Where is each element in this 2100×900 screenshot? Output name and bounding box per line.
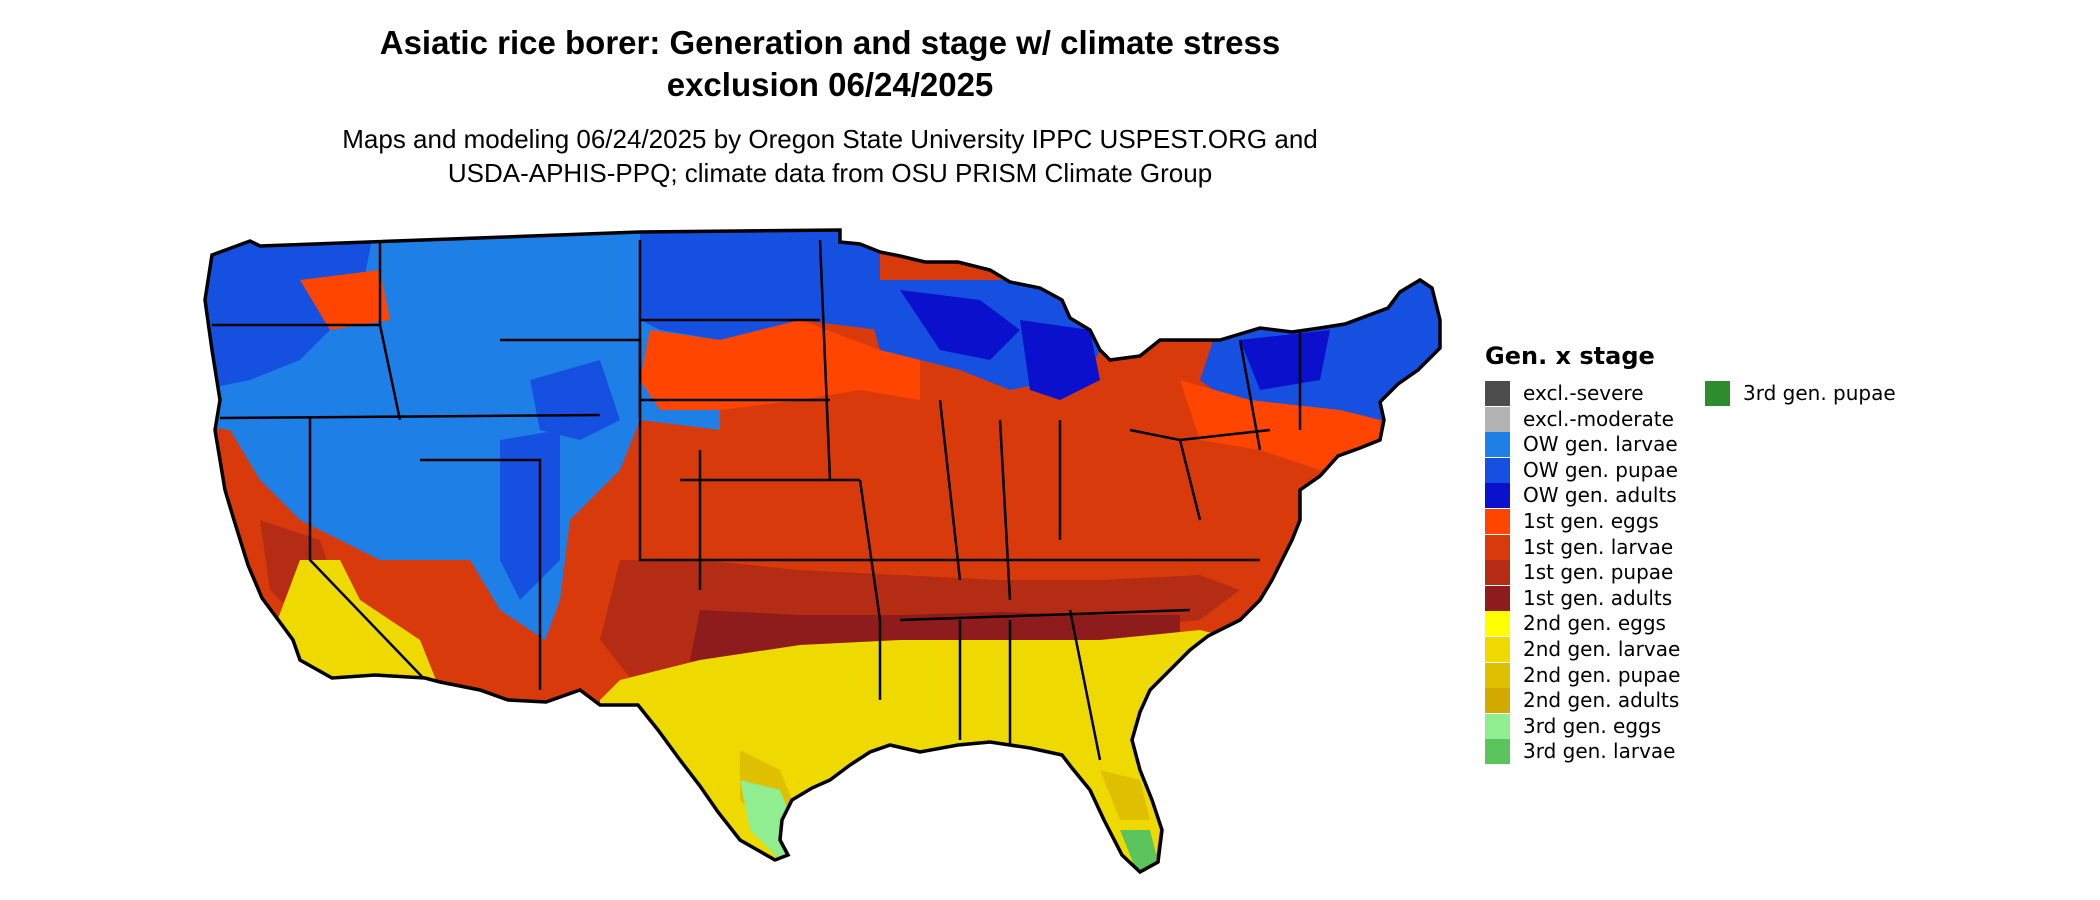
legend-label: 1st gen. eggs — [1523, 509, 1659, 533]
legend-label: OW gen. pupae — [1523, 457, 1678, 482]
legend-label: excl.-moderate — [1523, 406, 1674, 431]
map-title: Asiatic rice borer: Generation and stage… — [300, 22, 1360, 106]
legend-swatch — [1485, 406, 1510, 432]
subtitle-line-2: USDA-APHIS-PPQ; climate data from OSU PR… — [447, 158, 1213, 188]
legend-label: excl.-severe — [1523, 381, 1644, 405]
legend-swatch — [1485, 381, 1510, 406]
legend-label: 2nd gen. larvae — [1523, 637, 1681, 661]
subtitle-line-1: Maps and modeling 06/24/2025 by Oregon S… — [342, 124, 1318, 154]
legend-swatch — [1485, 457, 1510, 483]
legend-label: OW gen. adults — [1523, 483, 1677, 508]
legend-swatch — [1485, 534, 1510, 560]
legend-swatch — [1705, 381, 1730, 406]
legend-swatch — [1485, 560, 1510, 586]
legend-swatch — [1485, 585, 1510, 611]
legend-label: 1st gen. larvae — [1523, 534, 1674, 559]
legend-swatch — [1485, 688, 1510, 714]
legend-swatch — [1485, 509, 1510, 534]
legend-swatch — [1485, 713, 1510, 739]
legend-swatch — [1485, 611, 1510, 637]
title-line-2: exclusion 06/24/2025 — [666, 66, 994, 103]
legend-label: 1st gen. pupae — [1523, 560, 1674, 585]
legend-label: 3rd gen. eggs — [1523, 713, 1662, 738]
legend-swatch — [1485, 432, 1510, 458]
legend-label: 3rd gen. pupae — [1743, 381, 1896, 405]
legend-title: Gen. x stage — [1485, 342, 1655, 370]
legend-swatch — [1485, 637, 1510, 662]
map-subtitle: Maps and modeling 06/24/2025 by Oregon S… — [270, 122, 1390, 190]
legend-swatch — [1485, 739, 1510, 765]
legend-label: 1st gen. adults — [1523, 585, 1673, 610]
legend-label: 3rd gen. larvae — [1523, 739, 1676, 764]
legend-label: 2nd gen. pupae — [1523, 662, 1681, 687]
legend-swatch — [1485, 483, 1510, 509]
title-line-1: Asiatic rice borer: Generation and stage… — [379, 24, 1281, 61]
legend-label: 2nd gen. eggs — [1523, 611, 1666, 636]
legend-label: OW gen. larvae — [1523, 432, 1678, 457]
us-map — [203, 228, 1442, 874]
legend-swatch — [1485, 662, 1510, 688]
legend-label: 2nd gen. adults — [1523, 688, 1680, 713]
